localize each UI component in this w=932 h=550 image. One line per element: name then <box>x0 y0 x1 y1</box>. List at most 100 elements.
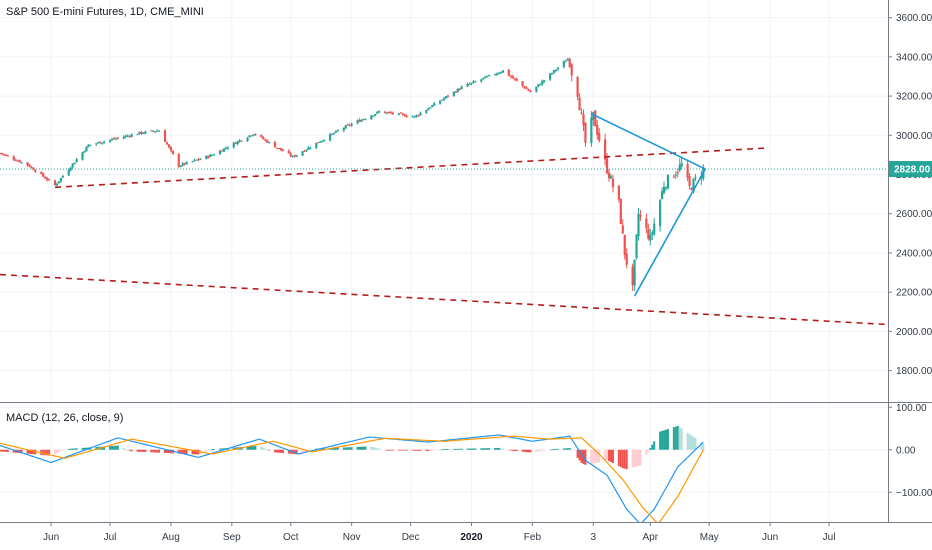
candle-body <box>277 147 281 149</box>
macd-histogram-bar <box>46 449 49 456</box>
candle-body <box>124 135 127 137</box>
candle-body <box>389 112 393 114</box>
macd-histogram-bar <box>59 449 62 451</box>
candle-body <box>197 159 200 161</box>
candle-body <box>85 146 88 152</box>
price-tick-label: 1800.00 <box>896 366 932 377</box>
macd-histogram-bar <box>439 449 442 451</box>
candle-body <box>433 103 436 106</box>
candle-body <box>639 215 642 217</box>
candle-body <box>236 141 239 145</box>
candle-body <box>417 115 420 117</box>
candle-body <box>250 135 253 137</box>
macd-histogram-bar <box>592 449 595 464</box>
price-tick-label: 2600.00 <box>896 209 932 220</box>
macd-histogram-bar <box>287 449 290 454</box>
candle-body <box>660 191 664 200</box>
macd-histogram-bar <box>342 447 345 450</box>
price-tick-label: 3600.00 <box>896 13 932 24</box>
candle-body <box>535 86 538 92</box>
candle-body <box>578 97 581 111</box>
candle-body <box>67 169 70 176</box>
macd-histogram-bar <box>181 449 184 454</box>
candle-body <box>328 134 332 141</box>
candle-body <box>403 114 406 117</box>
macd-histogram-bar <box>167 449 170 454</box>
macd-histogram-bar <box>537 449 540 452</box>
candle-body <box>150 130 153 132</box>
candle-body <box>156 130 159 132</box>
macd-histogram-bar <box>609 449 612 462</box>
macd-histogram-bar <box>623 449 626 469</box>
macd-histogram-bar <box>374 447 377 450</box>
candle-body <box>295 155 298 157</box>
macd-histogram-bar <box>71 448 74 450</box>
macd-histogram-bar <box>67 448 70 450</box>
macd-histogram-bar <box>185 449 188 454</box>
candle-body <box>527 88 530 91</box>
candle-body <box>128 135 131 137</box>
macd-histogram-bar <box>680 428 683 450</box>
candle-body <box>653 223 656 235</box>
macd-histogram-bar <box>482 448 485 450</box>
macd-histogram-bar <box>606 449 609 460</box>
macd-histogram-bar <box>562 448 565 450</box>
macd-title: MACD (12, 26, close, 9) <box>6 412 124 424</box>
candle-body <box>621 225 624 234</box>
macd-histogram-bar <box>205 449 208 452</box>
candle-body <box>69 167 72 171</box>
macd-histogram-bar <box>213 449 216 450</box>
macd-histogram-bar <box>362 446 365 450</box>
macd-histogram-bar <box>635 449 638 467</box>
candle-body <box>167 144 171 148</box>
macd-histogram-bar <box>42 449 45 456</box>
candle-body <box>305 149 308 151</box>
macd-histogram-bar <box>387 449 390 451</box>
macd-histogram-bar <box>183 449 186 454</box>
candle-body <box>275 147 279 149</box>
candle-body <box>97 142 100 144</box>
macd-histogram-bar <box>246 446 249 450</box>
macd-histogram-bar <box>460 448 463 450</box>
candle-body <box>415 114 418 117</box>
macd-histogram-bar <box>32 449 35 455</box>
candle-body <box>185 161 188 165</box>
candle-body <box>279 147 283 150</box>
candle-body <box>405 115 408 117</box>
candle-body <box>686 164 689 178</box>
macd-histogram-bar <box>480 448 483 450</box>
candle-body <box>541 80 544 85</box>
time-tick-label: Aug <box>162 532 180 543</box>
candle-body <box>152 130 155 132</box>
macd-histogram-bar <box>279 449 282 453</box>
candle-body <box>584 123 587 143</box>
macd-histogram-bar <box>221 448 223 450</box>
candle-body <box>95 143 98 145</box>
macd-histogram-bar <box>109 446 112 450</box>
macd-histogram-bar <box>130 449 133 452</box>
candle-body <box>378 111 381 113</box>
candle-body <box>99 141 102 144</box>
candle-body <box>291 155 294 157</box>
macd-histogram-bar <box>344 447 347 450</box>
macd-histogram-bar <box>336 447 339 450</box>
macd-histogram-bar <box>663 430 666 450</box>
macd-histogram-bar <box>268 449 271 451</box>
candle-body <box>458 88 461 90</box>
time-tick-label: Feb <box>524 532 542 543</box>
macd-histogram-bar <box>103 446 106 450</box>
macd-histogram-bar <box>165 449 168 454</box>
macd-histogram-bar <box>144 449 147 453</box>
time-tick-label: Jul <box>823 532 836 543</box>
candle-body <box>637 213 640 237</box>
candle-body <box>472 81 475 83</box>
candle-body <box>499 72 503 74</box>
macd-histogram-bar <box>639 449 642 466</box>
macd-histogram-bar <box>619 449 622 468</box>
macd-histogram-bar <box>576 449 579 458</box>
macd-histogram-bar <box>429 449 432 451</box>
macd-histogram-bar <box>26 449 29 454</box>
macd-histogram-bar <box>152 449 155 453</box>
macd-histogram-bar <box>651 444 654 450</box>
candle-body <box>511 76 514 79</box>
